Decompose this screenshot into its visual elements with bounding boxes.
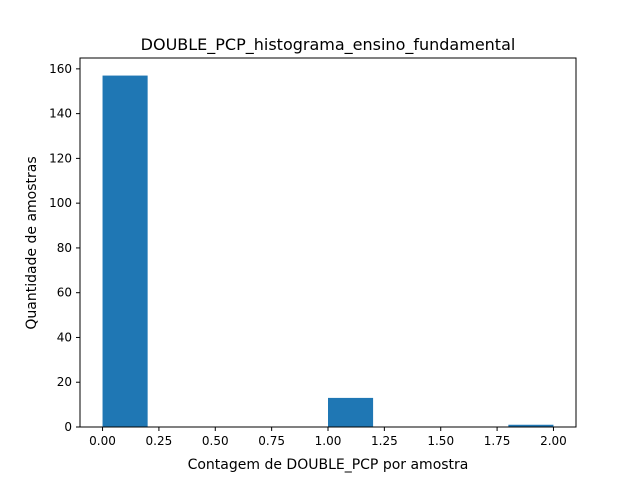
histogram-bar-0: [102, 75, 148, 428]
y-tick-label-7: 140: [49, 107, 72, 121]
y-tick-label-5: 100: [49, 196, 72, 210]
y-tick-label-8: 160: [49, 62, 72, 76]
chart-title: DOUBLE_PCP_histograma_ensino_fundamental: [141, 35, 516, 55]
x-tick-label-3: 0.75: [258, 434, 285, 448]
y-tick-label-2: 40: [57, 330, 72, 344]
bars-group: [102, 75, 554, 428]
y-tick-label-4: 80: [57, 241, 72, 255]
x-tick-label-4: 1.00: [315, 434, 342, 448]
y-tick-label-6: 120: [49, 151, 72, 165]
x-tick-label-8: 2.00: [540, 434, 567, 448]
x-tick-label-0: 0.00: [89, 434, 116, 448]
y-tick-label-3: 60: [57, 286, 72, 300]
x-tick-label-7: 1.75: [484, 434, 511, 448]
x-axis-ticks: 0.00 0.25 0.50 0.75 1.00 1.25 1.50 1.75 2.00: [89, 427, 567, 448]
x-tick-label-1: 0.25: [146, 434, 173, 448]
histogram-bar-5: [328, 397, 374, 427]
y-tick-label-1: 20: [57, 375, 72, 389]
y-axis-ticks: 0 20 40 60 80 100 120 140 160: [49, 62, 80, 434]
x-axis-label: Contagem de DOUBLE_PCP por amostra: [188, 457, 469, 473]
histogram-bar-9: [508, 424, 554, 427]
x-tick-label-2: 0.50: [202, 434, 229, 448]
y-tick-label-0: 0: [64, 420, 72, 434]
x-tick-label-5: 1.25: [371, 434, 398, 448]
x-tick-label-6: 1.50: [427, 434, 454, 448]
y-axis-label: Quantidade de amostras: [24, 156, 40, 329]
